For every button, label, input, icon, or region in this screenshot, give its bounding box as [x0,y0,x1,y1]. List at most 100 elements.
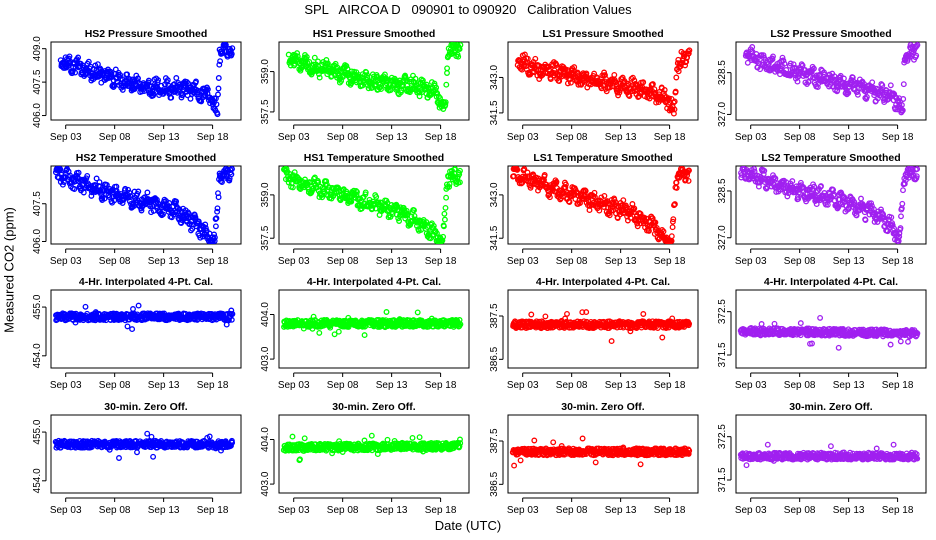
data-point [125,186,132,193]
panel-12: 4-Hr. Interpolated 4-Pt. Cal.Sep 03 Sep 0… [717,276,927,391]
data-point [668,233,675,240]
data-point [598,194,605,201]
data-point [361,332,368,339]
data-point [772,175,779,182]
data-point [888,214,895,221]
data-point [913,52,920,59]
x-tick-label: Sep 03 [50,256,82,267]
data-point [686,320,693,327]
x-tick-label: Sep 08 [556,380,588,391]
x-tick-label: Sep 03 [735,256,767,267]
data-point [567,79,574,86]
data-point [216,61,223,68]
y-tick-label: 343.0 [489,65,500,90]
plot-frame [278,41,470,121]
data-point [673,179,680,186]
data-point [214,205,221,212]
data-point [72,69,79,76]
plot-frame [507,41,699,121]
data-point [686,47,693,54]
data-point [348,198,355,205]
data-point [93,175,100,182]
panel-title: LS1 Temperature Smoothed [533,152,672,164]
data-point [611,71,618,78]
data-point [383,309,390,315]
data-point [75,169,82,176]
data-point [809,340,815,347]
data-point [640,79,647,86]
data-point [905,338,911,345]
data-points [280,166,463,244]
data-point [609,207,616,214]
data-point [88,192,95,199]
data-point [443,194,450,201]
x-tick-label: Sep 03 [507,380,539,391]
data-point [442,101,449,108]
y-tick-label: 328.5 [717,60,728,85]
data-point [373,193,380,200]
data-point [283,166,290,172]
data-point [849,74,856,81]
data-point [456,171,463,178]
x-tick-label: Sep 08 [327,380,359,391]
data-point [229,45,236,52]
data-point [634,223,641,230]
data-point [354,189,360,195]
data-point [564,310,570,317]
data-point [215,194,222,201]
data-point [306,58,313,65]
data-point [770,53,776,60]
data-point [187,95,194,102]
data-point [145,77,152,84]
y-tick-label: 406.0 [32,103,43,128]
data-point [789,178,796,185]
y-tick-label: 357.5 [260,99,271,124]
data-point [899,107,906,114]
data-point [457,42,464,48]
data-point [900,81,907,88]
data-point [212,223,219,230]
data-point [794,74,801,81]
data-point [309,325,316,332]
panel-title: LS2 Pressure Smoothed [770,28,891,40]
data-point [671,201,678,208]
data-points [285,42,464,112]
data-points [510,309,693,345]
x-tick-label: Sep 18 [197,380,229,391]
data-point [119,86,126,93]
data-point [670,216,677,223]
data-point [430,222,437,229]
data-point [446,181,453,187]
data-point [215,91,221,98]
data-point [203,227,210,234]
x-tick-label: Sep 18 [654,380,686,391]
data-point [439,237,446,244]
data-point [103,181,110,188]
data-point [900,96,907,102]
data-point [323,178,330,185]
panel-11: 4-Hr. Interpolated 4-Pt. Cal.Sep 03 Sep 0… [489,276,699,391]
data-point [528,311,535,318]
data-point [446,183,453,190]
data-point [198,98,205,105]
data-point [173,75,180,81]
y-tick-label: 404.0 [260,302,271,327]
data-point [514,166,521,173]
data-point [810,65,817,72]
data-point [546,194,553,201]
data-point [559,193,566,200]
data-point [364,72,371,79]
data-point [643,215,650,222]
data-point [138,207,145,214]
data-point [627,328,634,335]
data-point [378,86,384,93]
data-point [546,191,553,198]
x-tick-label: Sep 08 [327,256,359,267]
x-tick-label: Sep 08 [556,132,588,143]
data-point [897,225,904,232]
data-point [228,307,235,314]
data-point [631,205,638,212]
